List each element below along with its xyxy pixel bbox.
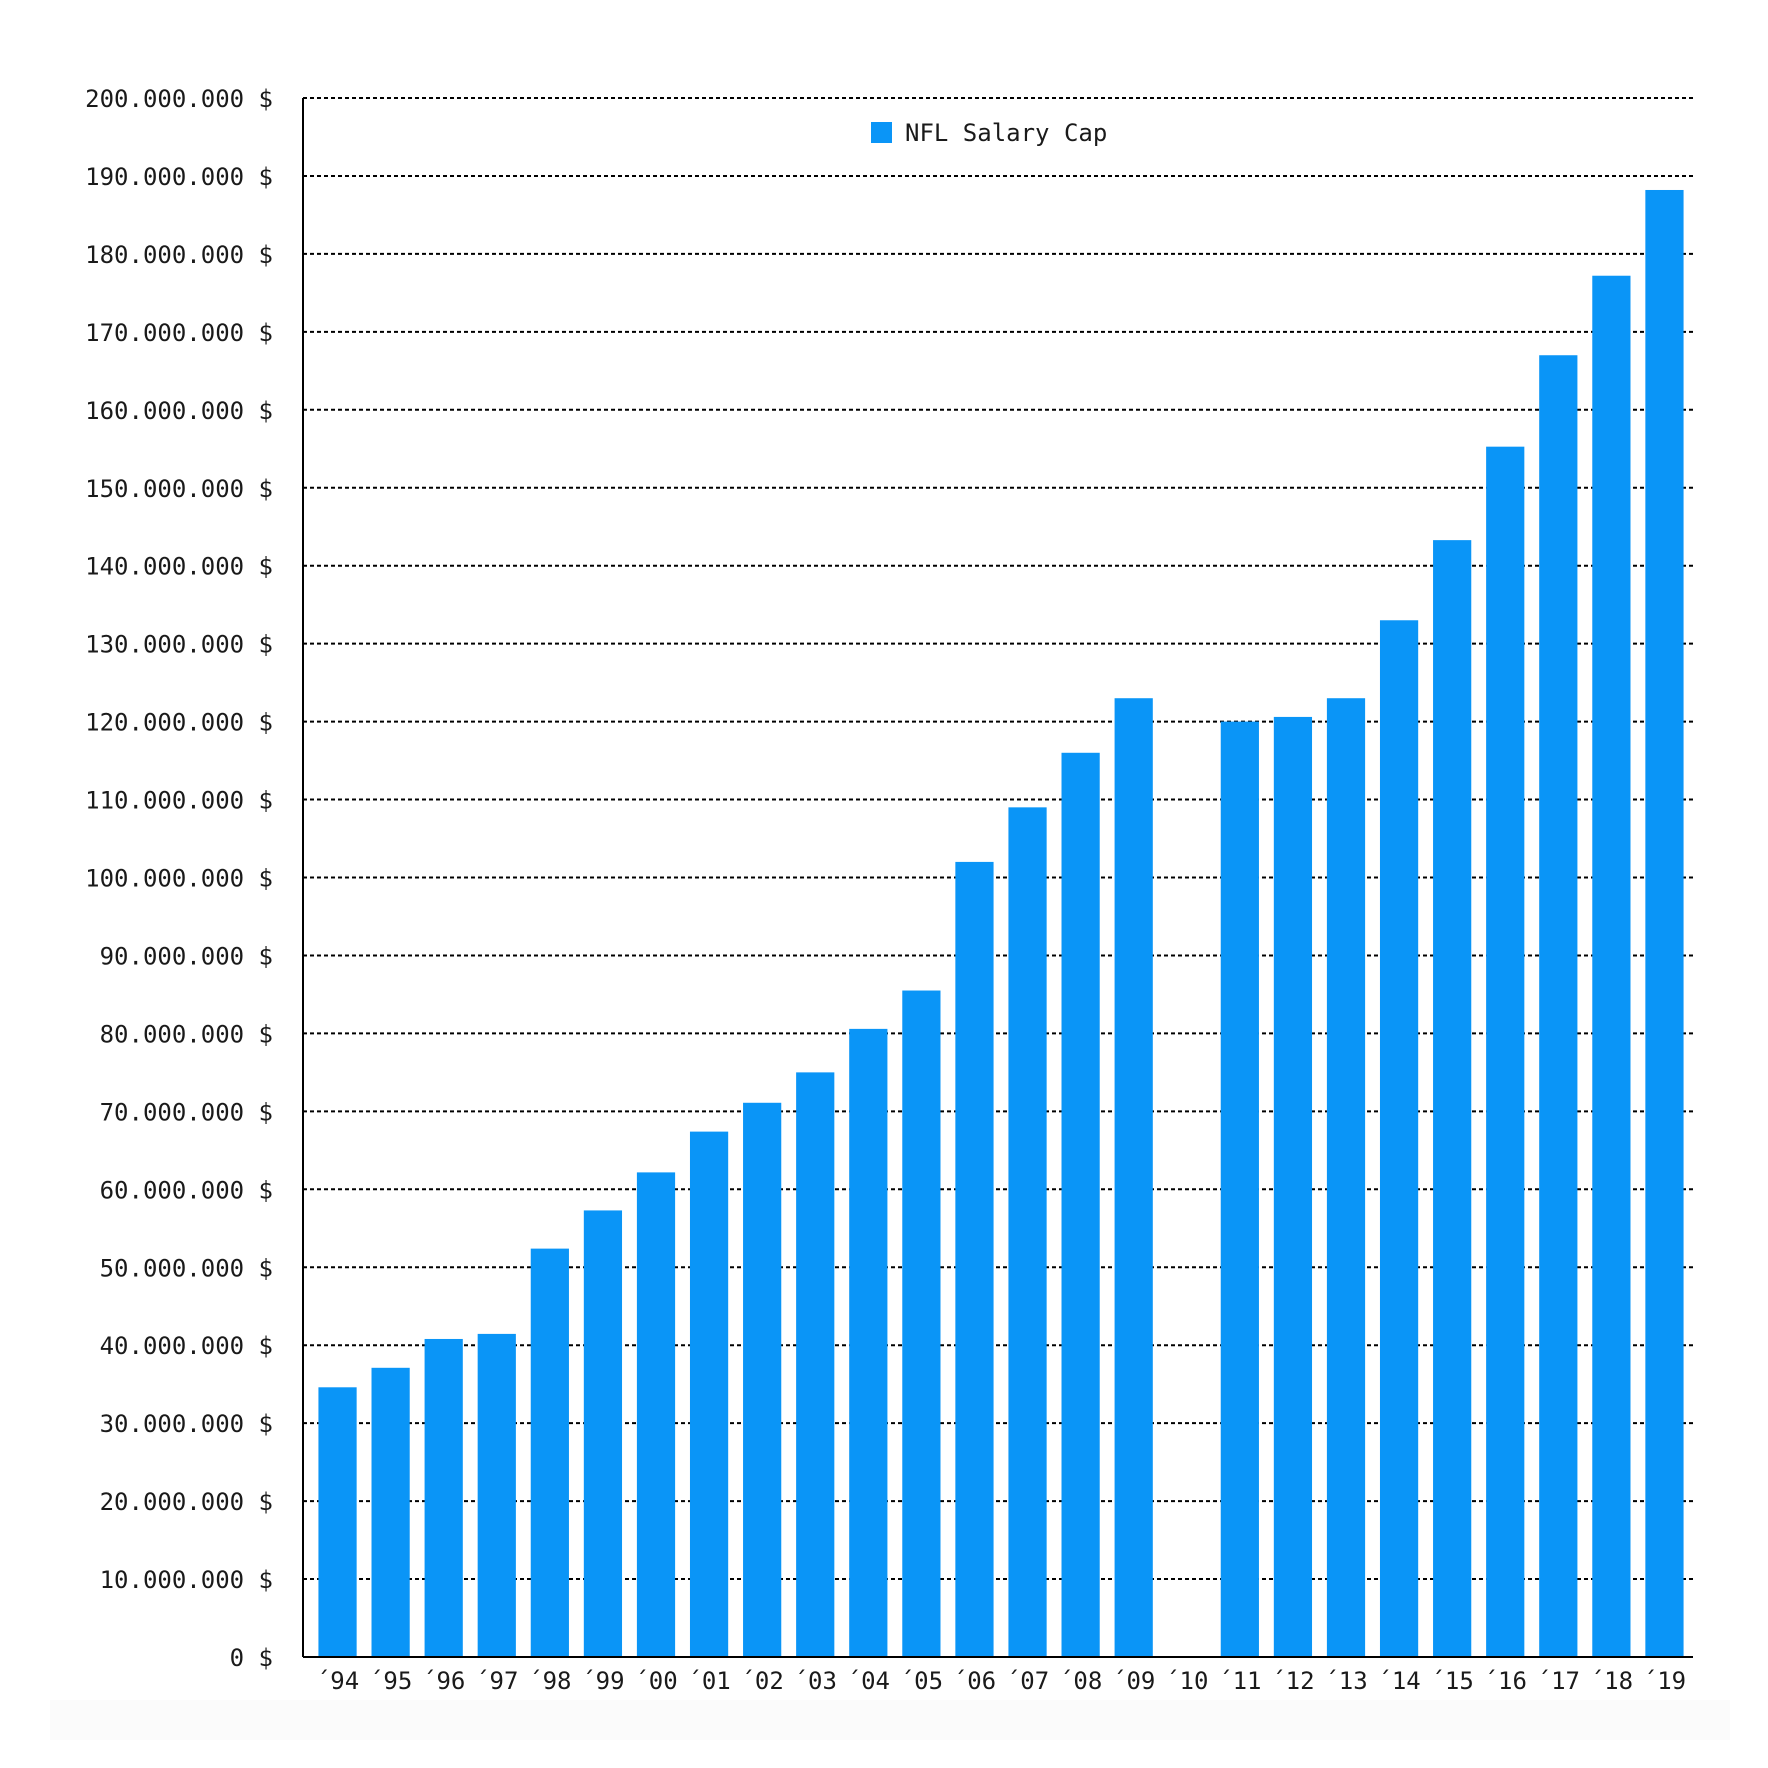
x-tick-label: ´94 bbox=[316, 1667, 359, 1695]
x-tick-label: ´02 bbox=[740, 1667, 783, 1695]
x-tick-label: ´98 bbox=[528, 1667, 571, 1695]
y-tick-label: 180.000.000 $ bbox=[85, 241, 273, 269]
x-tick-label: ´12 bbox=[1271, 1667, 1314, 1695]
bar bbox=[796, 1072, 835, 1657]
x-tick-label: ´07 bbox=[1006, 1667, 1049, 1695]
bar bbox=[424, 1338, 463, 1657]
bar bbox=[1645, 189, 1684, 1658]
x-tick-label: ´09 bbox=[1112, 1667, 1155, 1695]
x-tick-label: ´95 bbox=[369, 1667, 412, 1695]
x-tick-label: ´01 bbox=[687, 1667, 730, 1695]
bar bbox=[1220, 721, 1259, 1657]
y-tick-label: 100.000.000 $ bbox=[85, 865, 273, 893]
bar bbox=[1273, 716, 1313, 1657]
bar bbox=[849, 1028, 888, 1657]
x-tick-label: ´19 bbox=[1643, 1667, 1686, 1695]
bar bbox=[318, 1387, 357, 1657]
x-tick-label: ´15 bbox=[1430, 1667, 1473, 1695]
axes bbox=[302, 98, 1693, 1658]
x-tick-label: ´17 bbox=[1537, 1667, 1580, 1695]
bar bbox=[1008, 807, 1047, 1657]
x-tick-label: ´11 bbox=[1218, 1667, 1261, 1695]
y-tick-label: 40.000.000 $ bbox=[100, 1332, 273, 1360]
y-tick-label: 200.000.000 $ bbox=[85, 85, 273, 113]
y-tick-label: 170.000.000 $ bbox=[85, 319, 273, 347]
bottom-strip bbox=[50, 1700, 1730, 1740]
bar bbox=[1114, 698, 1153, 1657]
x-tick-label: ´97 bbox=[475, 1667, 518, 1695]
bar bbox=[371, 1367, 410, 1657]
y-tick-label: 30.000.000 $ bbox=[100, 1410, 273, 1438]
x-tick-label: ´04 bbox=[847, 1667, 890, 1695]
x-tick-label: ´99 bbox=[581, 1667, 624, 1695]
x-tick-label: ´05 bbox=[900, 1667, 943, 1695]
x-tick-label: ´96 bbox=[422, 1667, 465, 1695]
x-tick-label: ´08 bbox=[1059, 1667, 1102, 1695]
y-tick-label: 0 $ bbox=[230, 1644, 273, 1672]
y-tick-labels: 0 $ 10.000.000 $ 20.000.000 $ 30.000.000 $ 4… bbox=[85, 85, 273, 1672]
bar bbox=[955, 861, 994, 1657]
bar bbox=[1061, 752, 1100, 1657]
bar bbox=[1486, 446, 1525, 1657]
y-tick-label: 160.000.000 $ bbox=[85, 397, 273, 425]
bar bbox=[583, 1210, 623, 1657]
x-tick-label: ´10 bbox=[1165, 1667, 1208, 1695]
bars bbox=[318, 189, 1684, 1658]
bar bbox=[477, 1333, 516, 1657]
y-tick-label: 150.000.000 $ bbox=[85, 475, 273, 503]
bar bbox=[530, 1248, 569, 1657]
y-tick-label: 120.000.000 $ bbox=[85, 709, 273, 737]
y-tick-label: 90.000.000 $ bbox=[100, 942, 273, 970]
x-tick-label: ´00 bbox=[634, 1667, 677, 1695]
x-tick-label: ´03 bbox=[794, 1667, 837, 1695]
bar bbox=[1592, 275, 1631, 1657]
legend: NFL Salary Cap bbox=[871, 119, 1107, 147]
bar bbox=[689, 1131, 729, 1657]
legend-swatch bbox=[871, 122, 892, 143]
y-tick-label: 110.000.000 $ bbox=[85, 787, 273, 815]
x-tick-label: ´13 bbox=[1324, 1667, 1367, 1695]
x-tick-label: ´06 bbox=[953, 1667, 996, 1695]
bar bbox=[1326, 698, 1366, 1657]
y-tick-label: 60.000.000 $ bbox=[100, 1176, 273, 1204]
bar bbox=[1433, 540, 1472, 1658]
y-tick-label: 140.000.000 $ bbox=[85, 553, 273, 581]
x-tick-label: ´14 bbox=[1377, 1667, 1420, 1695]
y-tick-label: 190.000.000 $ bbox=[85, 163, 273, 191]
x-tick-label: ´16 bbox=[1484, 1667, 1527, 1695]
bar bbox=[743, 1102, 782, 1657]
y-tick-label: 50.000.000 $ bbox=[100, 1254, 273, 1282]
bar bbox=[1539, 355, 1578, 1657]
x-tick-label: ´18 bbox=[1590, 1667, 1633, 1695]
y-tick-label: 70.000.000 $ bbox=[100, 1098, 273, 1126]
bar bbox=[1379, 620, 1419, 1657]
y-tick-label: 10.000.000 $ bbox=[100, 1566, 273, 1594]
bar bbox=[902, 990, 941, 1657]
y-tick-label: 130.000.000 $ bbox=[85, 631, 273, 659]
y-tick-label: 80.000.000 $ bbox=[100, 1020, 273, 1048]
legend-label: NFL Salary Cap bbox=[905, 119, 1107, 147]
x-tick-labels: ´94 ´95 ´96 ´97 ´98 ´99 ´00 ´01 ´02 ´03 ´04 ´05 ´06 ´… bbox=[316, 1667, 1686, 1695]
y-tick-label: 20.000.000 $ bbox=[100, 1488, 273, 1516]
bar bbox=[636, 1172, 676, 1657]
